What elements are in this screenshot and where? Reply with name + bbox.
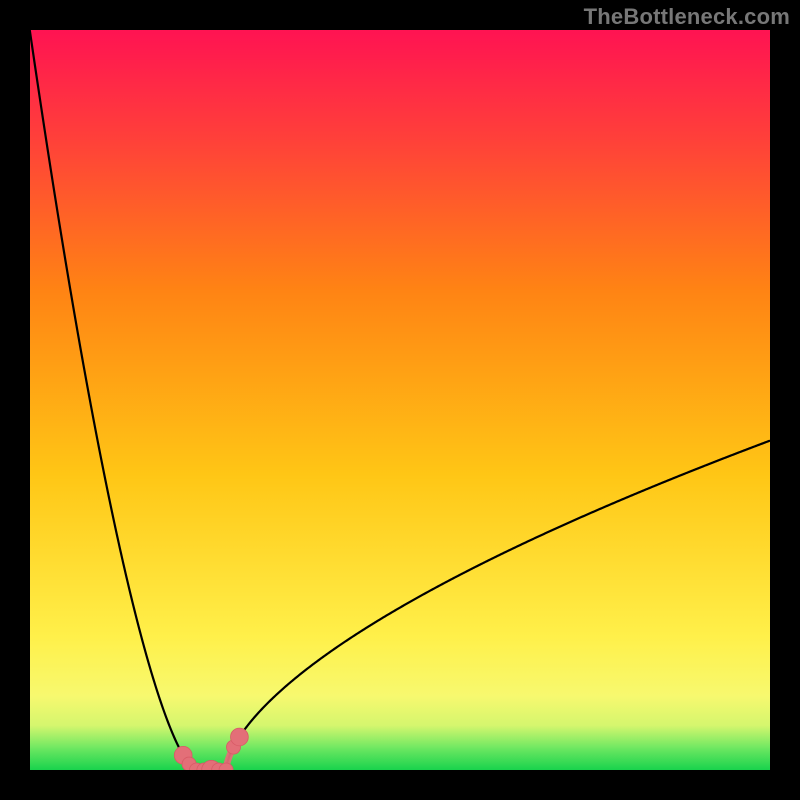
bottleneck-chart — [30, 30, 770, 770]
chart-root: TheBottleneck.com — [0, 0, 800, 800]
gradient-band — [30, 696, 770, 726]
watermark-text: TheBottleneck.com — [584, 4, 790, 30]
gradient-band — [30, 30, 770, 142]
curve-bead — [231, 728, 249, 746]
gradient-band — [30, 141, 770, 290]
gradient-band — [30, 748, 770, 770]
gradient-band — [30, 289, 770, 475]
gradient-band — [30, 726, 770, 749]
gradient-band — [30, 474, 770, 637]
gradient-band — [30, 637, 770, 697]
